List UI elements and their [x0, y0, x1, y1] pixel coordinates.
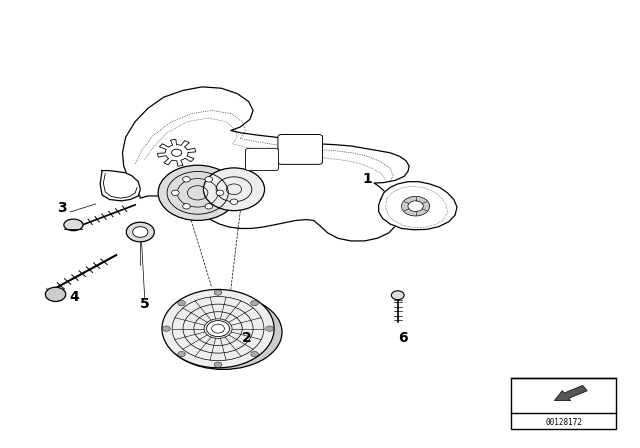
- FancyBboxPatch shape: [246, 148, 278, 171]
- Circle shape: [207, 321, 230, 336]
- Circle shape: [205, 177, 212, 182]
- Text: 1: 1: [363, 172, 372, 186]
- Text: 00128172: 00128172: [545, 418, 582, 426]
- Circle shape: [401, 196, 429, 216]
- Text: 3: 3: [57, 202, 67, 215]
- Circle shape: [204, 168, 264, 211]
- Circle shape: [172, 190, 179, 195]
- Circle shape: [205, 204, 212, 209]
- Circle shape: [214, 290, 222, 295]
- Circle shape: [408, 201, 423, 211]
- Circle shape: [214, 362, 222, 367]
- Bar: [511, 378, 616, 429]
- Circle shape: [178, 351, 186, 357]
- Circle shape: [163, 326, 170, 332]
- Text: 4: 4: [70, 290, 79, 305]
- Circle shape: [158, 165, 237, 220]
- Polygon shape: [379, 182, 457, 230]
- Circle shape: [45, 287, 66, 302]
- FancyArrow shape: [554, 385, 588, 401]
- Circle shape: [392, 291, 404, 300]
- Ellipse shape: [164, 295, 282, 370]
- Circle shape: [172, 149, 182, 156]
- Text: 5: 5: [140, 297, 150, 311]
- Circle shape: [216, 190, 224, 195]
- Circle shape: [178, 301, 186, 306]
- Circle shape: [162, 289, 274, 368]
- FancyBboxPatch shape: [278, 134, 323, 164]
- Circle shape: [126, 222, 154, 242]
- Polygon shape: [100, 171, 140, 201]
- Circle shape: [182, 177, 190, 182]
- Circle shape: [182, 204, 190, 209]
- Circle shape: [132, 227, 148, 237]
- Circle shape: [251, 301, 259, 306]
- Text: 2: 2: [242, 331, 252, 345]
- Polygon shape: [122, 87, 409, 241]
- Polygon shape: [157, 139, 196, 166]
- Circle shape: [266, 326, 273, 332]
- Circle shape: [251, 351, 259, 357]
- Text: 6: 6: [398, 331, 408, 345]
- Ellipse shape: [64, 219, 83, 231]
- Circle shape: [230, 199, 238, 204]
